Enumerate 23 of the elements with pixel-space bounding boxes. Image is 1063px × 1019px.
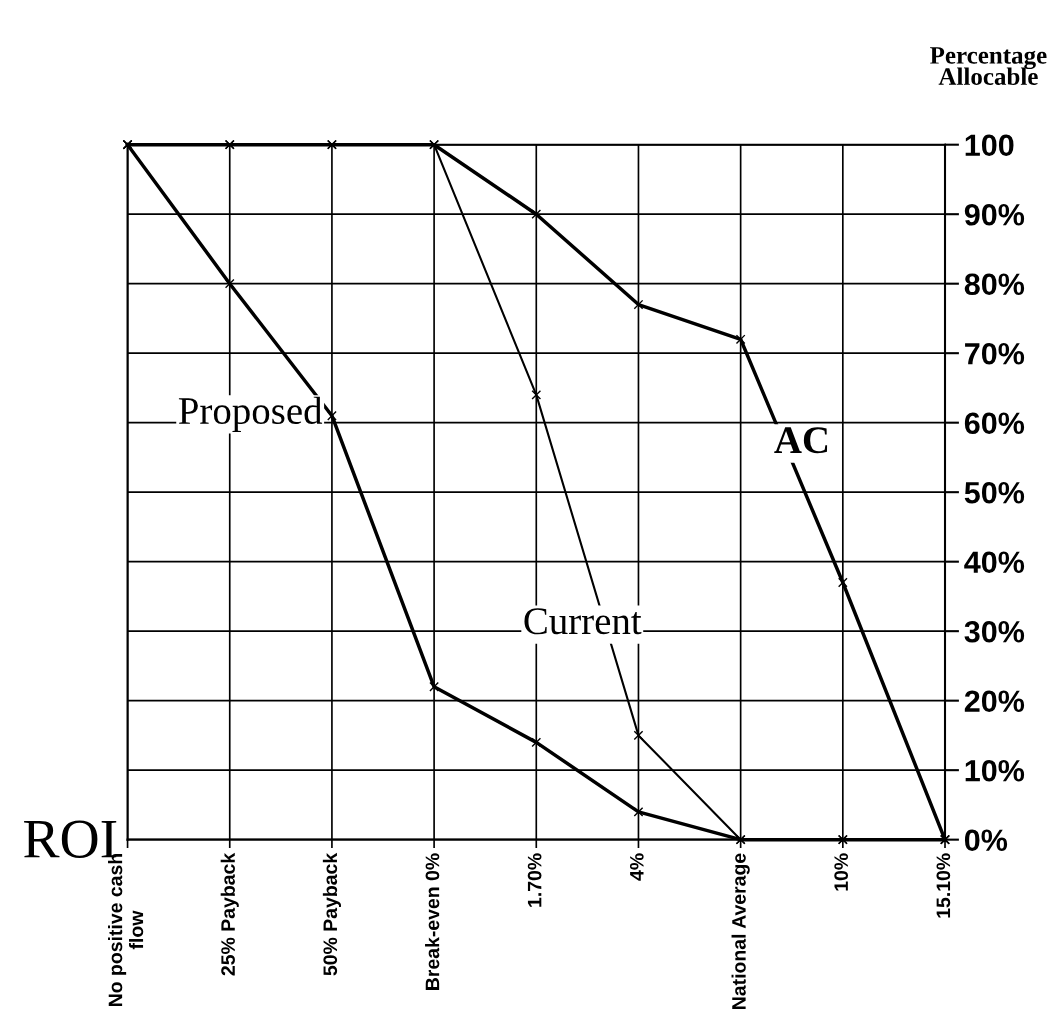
y-tick-label: 80% xyxy=(964,273,1025,296)
y-tick-label: 40% xyxy=(964,551,1025,574)
x-tick-label: 25% Payback xyxy=(220,852,239,976)
series-label: Proposed xyxy=(178,396,323,432)
y-tick-label: 50% xyxy=(964,481,1025,504)
x-tick-label: 15.10% xyxy=(936,853,951,918)
series-label: AC xyxy=(774,427,828,454)
y-tick-label: 0% xyxy=(964,829,1008,852)
x-tick-label: Break-even 0% xyxy=(425,853,440,990)
y-tick-label: 60% xyxy=(964,412,1025,435)
y-tick-label: 10% xyxy=(965,759,1025,782)
y-tick-label: 30% xyxy=(964,620,1025,643)
y-tick-label: 100 xyxy=(965,134,1014,157)
x-tick-label: National Average xyxy=(731,853,750,1009)
x-tick-label: 50% Payback xyxy=(322,852,341,976)
y-axis-title: Percentage Allocable xyxy=(930,47,1047,85)
series-label: Current xyxy=(524,608,642,635)
x-tick-label: 4% xyxy=(629,853,644,881)
x-tick-label: 1.70% xyxy=(527,853,542,907)
y-tick-label: 20% xyxy=(964,690,1025,713)
x-tick-label: 10% xyxy=(834,853,849,891)
y-tick-label: 90% xyxy=(964,203,1025,226)
y-tick-label: 70% xyxy=(965,342,1025,365)
